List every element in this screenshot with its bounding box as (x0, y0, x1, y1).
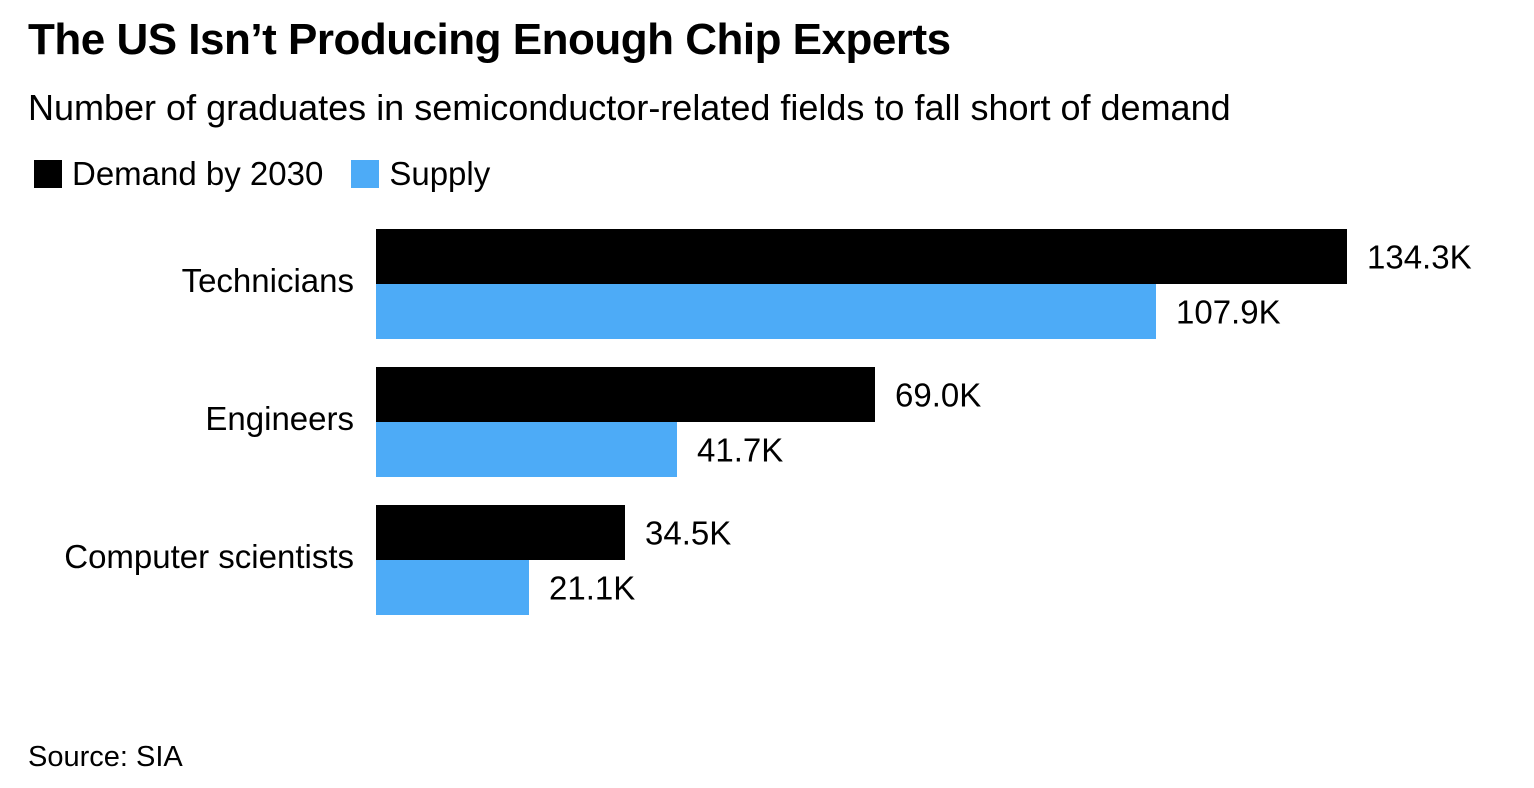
bar-demand-by-2030-engineers (376, 367, 875, 422)
category-label-technicians: Technicians (182, 262, 354, 299)
bar-supply-engineers (376, 422, 677, 477)
data-label-demand-by-2030-computer-scientists: 34.5K (645, 515, 731, 552)
data-label-supply-engineers: 41.7K (697, 432, 783, 469)
bar-supply-computer-scientists (376, 560, 529, 615)
bar-demand-by-2030-technicians (376, 229, 1347, 284)
bar-demand-by-2030-computer-scientists (376, 505, 625, 560)
category-label-computer-scientists: Computer scientists (64, 538, 354, 575)
legend-swatch-demand (34, 160, 62, 188)
legend-item-demand: Demand by 2030 (34, 155, 323, 193)
category-label-engineers: Engineers (205, 400, 354, 437)
bar-chart: Technicians 134.3K 107.9K Engineers 69.0K 41.… (64, 229, 1472, 615)
chart-subtitle: Number of graduates in semiconductor-rel… (28, 87, 1231, 128)
chart-title: The US Isn’t Producing Enough Chip Exper… (28, 15, 951, 64)
source-note: Source: SIA (28, 741, 183, 773)
data-label-demand-by-2030-technicians: 134.3K (1367, 239, 1472, 276)
data-label-supply-computer-scientists: 21.1K (549, 570, 635, 607)
bar-supply-technicians (376, 284, 1156, 339)
data-label-demand-by-2030-engineers: 69.0K (895, 377, 981, 414)
legend-label-supply: Supply (389, 155, 491, 192)
legend-label-demand: Demand by 2030 (72, 155, 324, 192)
legend-item-supply: Supply (351, 155, 490, 193)
legend: Demand by 2030 Supply (34, 152, 518, 196)
data-label-supply-technicians: 107.9K (1176, 294, 1281, 331)
legend-swatch-supply (351, 160, 380, 188)
